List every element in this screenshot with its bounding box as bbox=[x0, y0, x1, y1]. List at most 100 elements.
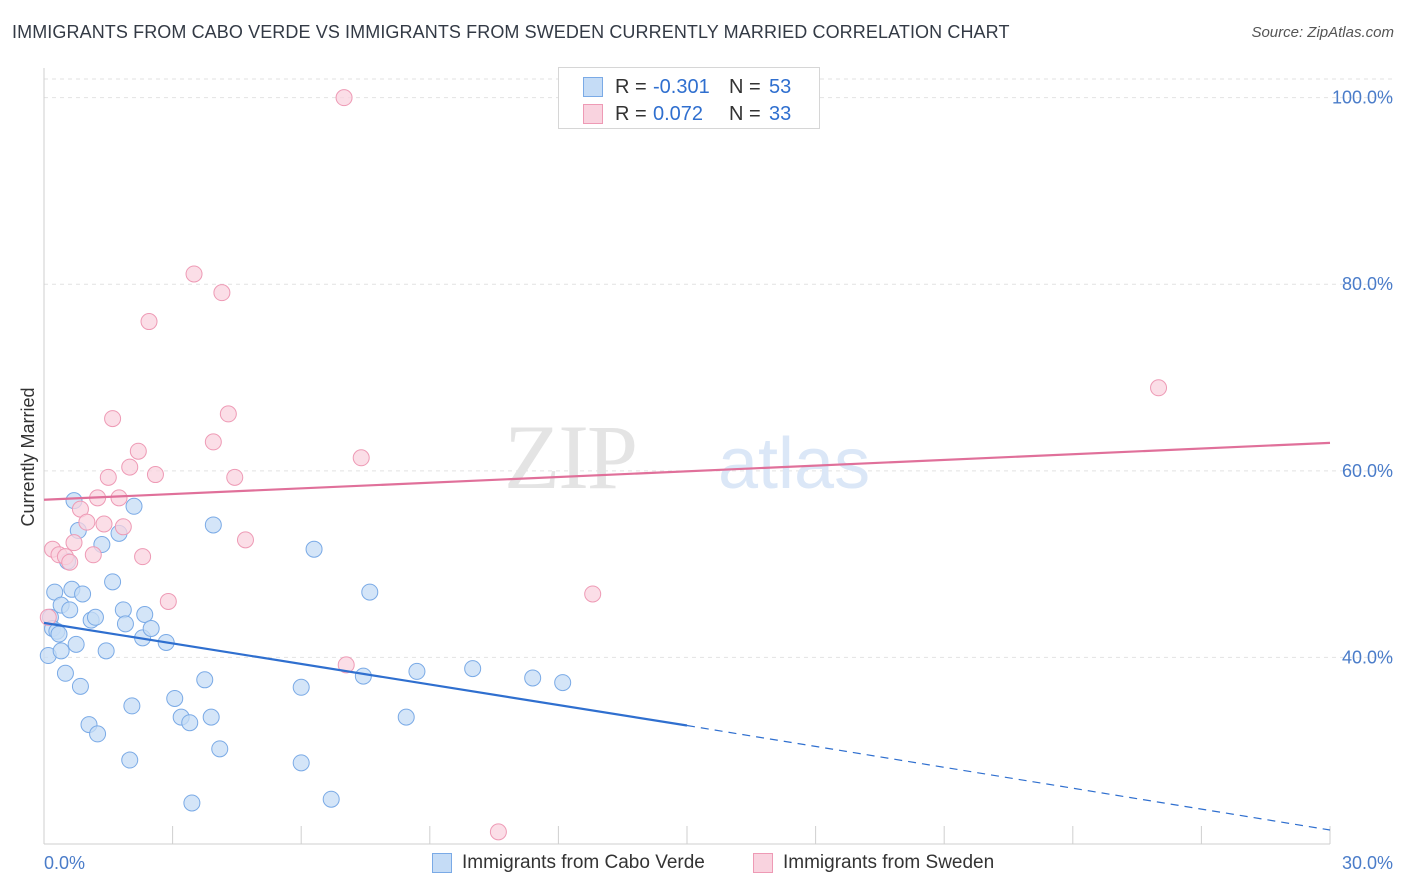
trend-lines bbox=[43, 441, 1331, 831]
cabo-verde-point bbox=[354, 667, 372, 685]
cabo-verde-point bbox=[104, 573, 122, 591]
cabo-verde-point bbox=[123, 697, 141, 715]
sweden-point bbox=[65, 534, 83, 552]
sweden-point bbox=[226, 468, 244, 486]
y-tick-label: 100.0% bbox=[1332, 88, 1393, 108]
sweden-point bbox=[61, 553, 79, 571]
legend-r-value: -0.301 bbox=[653, 75, 710, 98]
sweden-point bbox=[39, 608, 57, 626]
legend-row-cabo-verde: R = -0.301 N = 53 bbox=[583, 75, 791, 99]
cabo-verde-point bbox=[166, 689, 184, 707]
legend-n-value: 33 bbox=[769, 102, 792, 125]
sweden-point bbox=[584, 585, 602, 603]
cabo-verde-point bbox=[125, 497, 143, 515]
sweden-point bbox=[104, 410, 122, 428]
cabo-verde-point bbox=[524, 669, 542, 687]
cabo-verde-trend-line bbox=[43, 621, 688, 727]
sweden-point bbox=[489, 823, 507, 841]
sweden-point bbox=[335, 89, 353, 107]
cabo-verde-point bbox=[116, 615, 134, 633]
watermark-zip: ZIP bbox=[504, 406, 636, 508]
cabo-verde-point bbox=[408, 662, 426, 680]
legend-swatch-cabo-verde bbox=[432, 853, 452, 873]
sweden-point bbox=[110, 489, 128, 507]
x-tick-label: 0.0% bbox=[44, 853, 85, 873]
chart-title: IMMIGRANTS FROM CABO VERDE VS IMMIGRANTS… bbox=[12, 22, 1010, 42]
legend-label-sweden: Immigrants from Sweden bbox=[783, 852, 995, 873]
cabo-verde-point bbox=[86, 608, 104, 626]
sweden-point bbox=[337, 656, 355, 674]
cabo-verde-point bbox=[181, 714, 199, 732]
cabo-verde-point bbox=[361, 583, 379, 601]
sweden-point bbox=[236, 531, 254, 549]
cabo-verde-point bbox=[61, 601, 79, 619]
cabo-verde-point bbox=[305, 540, 323, 558]
cabo-verde-point bbox=[89, 725, 107, 743]
sweden-point bbox=[134, 548, 152, 566]
cabo-verde-point bbox=[67, 635, 85, 653]
data-points bbox=[39, 89, 1168, 841]
sweden-point bbox=[84, 546, 102, 564]
source-credit: Source: ZipAtlas.com bbox=[1251, 24, 1394, 41]
cabo-verde-point bbox=[292, 678, 310, 696]
legend-n-value: 53 bbox=[769, 75, 792, 98]
legend-item-sweden: Immigrants from Sweden bbox=[753, 852, 994, 874]
y-axis-label: Currently Married bbox=[18, 387, 38, 526]
sweden-point bbox=[352, 449, 370, 467]
legend-swatch-sweden bbox=[753, 853, 773, 873]
sweden-trend-line bbox=[43, 441, 1331, 501]
sweden-point bbox=[204, 433, 222, 451]
legend-label-cabo-verde: Immigrants from Cabo Verde bbox=[462, 852, 705, 873]
grid-lines bbox=[44, 78, 1394, 658]
y-tick-label: 80.0% bbox=[1342, 274, 1393, 294]
legend-r-label: R = bbox=[615, 75, 647, 98]
sweden-point bbox=[1150, 379, 1168, 397]
cabo-verde-point bbox=[322, 790, 340, 808]
cabo-verde-point bbox=[50, 625, 68, 643]
sweden-point bbox=[114, 518, 132, 536]
sweden-point bbox=[219, 405, 237, 423]
cabo-verde-point bbox=[202, 708, 220, 726]
sweden-point bbox=[95, 515, 113, 533]
sweden-point bbox=[159, 592, 177, 610]
sweden-point bbox=[129, 442, 147, 460]
cabo-verde-point bbox=[196, 671, 214, 689]
cabo-verde-point bbox=[397, 708, 415, 726]
cabo-verde-point bbox=[71, 677, 89, 695]
sweden-point bbox=[140, 313, 158, 331]
cabo-verde-point bbox=[56, 664, 74, 682]
sweden-point bbox=[213, 284, 231, 302]
legend-item-cabo-verde: Immigrants from Cabo Verde bbox=[432, 852, 705, 874]
cabo-verde-point bbox=[554, 674, 572, 692]
legend-n-label: N = bbox=[729, 102, 761, 125]
cabo-verde-point bbox=[142, 619, 160, 637]
legend-swatch-cabo-verde bbox=[583, 77, 603, 97]
axes bbox=[43, 68, 1331, 845]
cabo-verde-point bbox=[211, 740, 229, 758]
cabo-verde-trend-extension bbox=[686, 724, 1331, 831]
cabo-verde-point bbox=[114, 601, 132, 619]
legend-swatch-sweden bbox=[583, 104, 603, 124]
sweden-point bbox=[146, 466, 164, 484]
cabo-verde-point bbox=[204, 516, 222, 534]
tick-labels: 40.0% 60.0% 80.0% 100.0% 0.0% 30.0% bbox=[44, 88, 1393, 873]
series-legend: Immigrants from Cabo Verde Immigrants fr… bbox=[0, 852, 1406, 878]
sweden-point bbox=[121, 458, 139, 476]
cabo-verde-point bbox=[292, 754, 310, 772]
y-tick-label: 40.0% bbox=[1342, 647, 1393, 667]
sweden-point bbox=[78, 513, 96, 531]
cabo-verde-point bbox=[183, 794, 201, 812]
sweden-point bbox=[185, 265, 203, 283]
x-tick-label: 30.0% bbox=[1342, 853, 1393, 873]
watermark: ZIP atlas bbox=[504, 406, 870, 508]
legend-r-label: R = bbox=[615, 102, 647, 125]
y-tick-label: 60.0% bbox=[1342, 461, 1393, 481]
cabo-verde-point bbox=[464, 660, 482, 678]
cabo-verde-point bbox=[97, 642, 115, 660]
legend-r-value: 0.072 bbox=[653, 102, 704, 125]
sweden-point bbox=[99, 468, 117, 486]
stats-legend: R = -0.301 N = 53 R = 0.072 N = 33 bbox=[558, 67, 820, 129]
cabo-verde-point bbox=[136, 606, 154, 623]
cabo-verde-point bbox=[52, 642, 70, 660]
